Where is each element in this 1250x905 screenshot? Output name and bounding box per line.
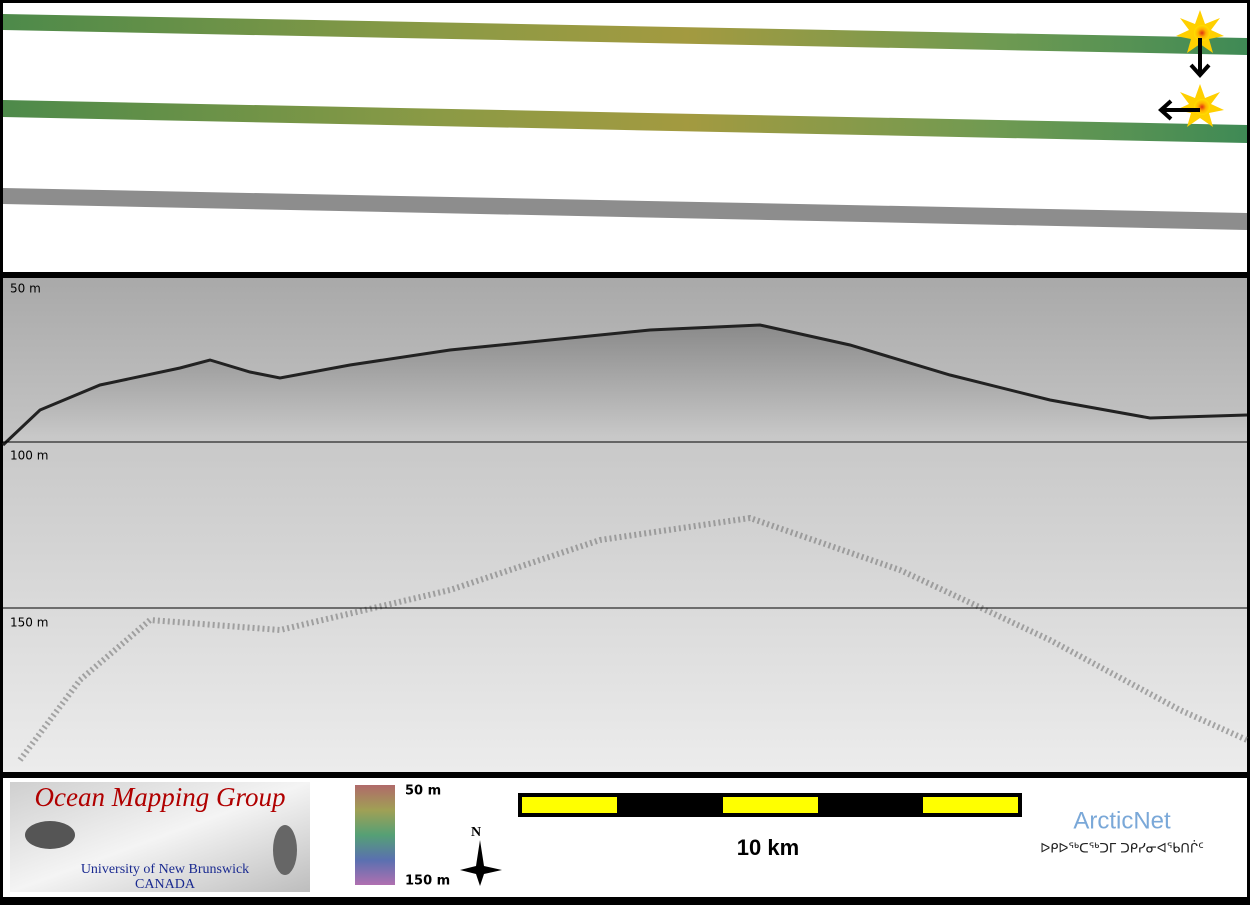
colorbar-label: 150 m	[405, 874, 450, 889]
north-label: N	[471, 825, 481, 840]
colorbar-label: 50 m	[405, 784, 441, 799]
logo-text: University of New Brunswick	[81, 862, 249, 877]
swath	[3, 14, 1247, 55]
scale-segment	[723, 797, 818, 813]
depth-label: 50 m	[10, 282, 41, 296]
multiple-echo	[17, 514, 1249, 762]
logo-text: CANADA	[135, 877, 196, 892]
north-arrow	[460, 840, 502, 886]
colorbar	[355, 785, 395, 885]
seabed-line	[1, 323, 1248, 447]
swath	[3, 100, 1247, 143]
scale-segment	[923, 797, 1018, 813]
scale-label: 10 km	[737, 835, 799, 860]
swath	[3, 188, 1247, 230]
logo-graphic	[25, 821, 75, 849]
partner-syllabics: ᐅᑭᐅᖅᑕᖅᑐᒥ ᑐᑭᓯᓂᐊᖃᑎᒌᑦ	[1040, 840, 1203, 857]
arrow-down	[1189, 38, 1211, 78]
depth-label: 150 m	[10, 616, 48, 630]
seabed-fill	[3, 325, 1247, 772]
scale-segment	[522, 797, 617, 813]
logo-graphic	[273, 825, 297, 875]
depth-label: 100 m	[10, 449, 48, 463]
logo-title: Ocean Mapping Group	[35, 782, 286, 812]
partner-name: ArcticNet	[1073, 807, 1171, 834]
arrow-left	[1158, 99, 1200, 121]
sun-marker	[1176, 10, 1224, 53]
